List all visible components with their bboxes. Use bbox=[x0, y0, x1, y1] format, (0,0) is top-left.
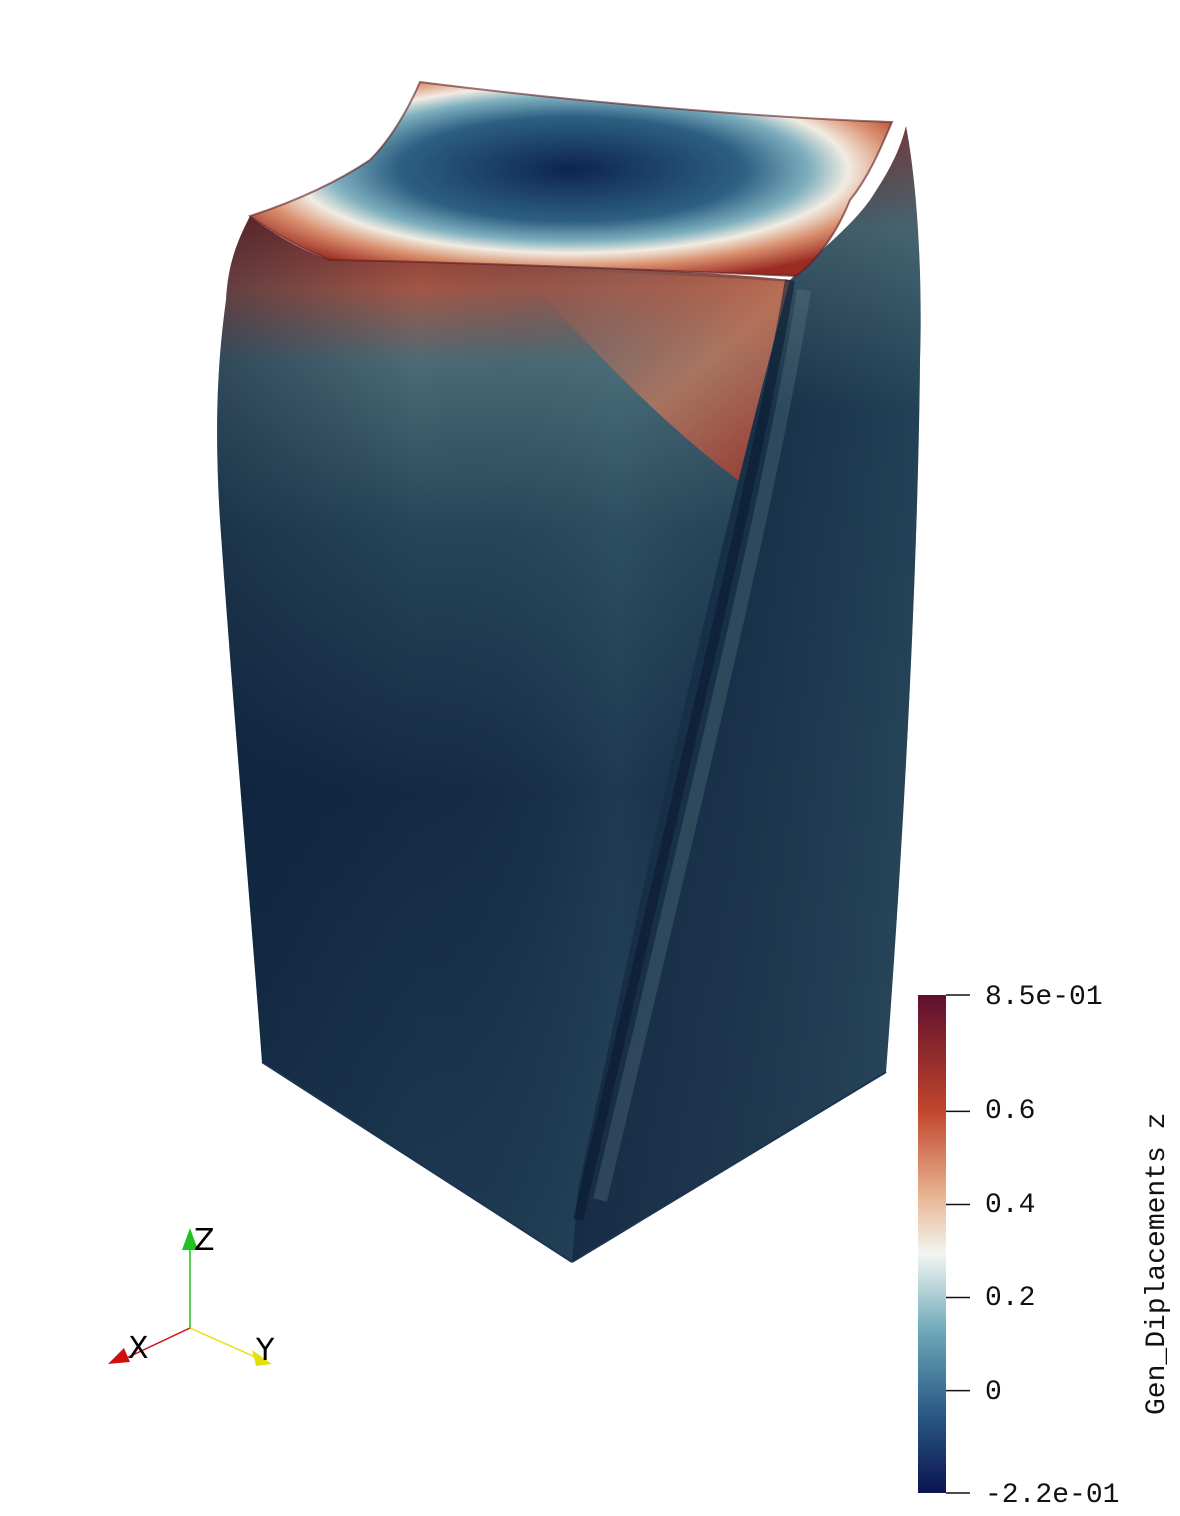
colorbar-tick-label: 0.4 bbox=[985, 1190, 1035, 1221]
warm-band bbox=[520, 270, 792, 490]
colorbar-legend[interactable]: 8.5e-01 0.6 0.4 0.2 0 -2.2e-01 Gen_Dipla… bbox=[918, 982, 1173, 1511]
z-axis-arrow-icon bbox=[182, 1228, 198, 1250]
colorbar-min-label: -2.2e-01 bbox=[985, 1480, 1119, 1511]
x-axis-line bbox=[121, 1327, 191, 1361]
x-axis-label: X bbox=[128, 1331, 149, 1366]
colorbar-tick-label: 0.6 bbox=[985, 1096, 1035, 1127]
y-axis-label: Y bbox=[255, 1333, 275, 1368]
twist-seam bbox=[573, 279, 795, 1222]
colorbar-title: Gen_Diplacements z bbox=[1142, 1113, 1173, 1415]
bottom-left-edge bbox=[261, 1061, 573, 1263]
colorbar-tick-label: 0.2 bbox=[985, 1283, 1035, 1314]
top-face-rim bbox=[247, 80, 894, 278]
twist-seam-highlight bbox=[593, 288, 811, 1202]
colorbar-gradient bbox=[918, 995, 946, 1493]
y-axis-arrow-icon bbox=[252, 1350, 272, 1366]
colorbar-ticks bbox=[946, 994, 970, 1494]
deformed-block-model[interactable] bbox=[217, 80, 921, 1263]
top-face bbox=[250, 82, 892, 276]
z-axis-label: Z bbox=[194, 1223, 215, 1258]
y-axis-line bbox=[189, 1327, 263, 1361]
x-axis-arrow-icon bbox=[108, 1348, 130, 1364]
colorbar-tick-label: 0 bbox=[985, 1377, 1002, 1408]
orientation-axes-widget[interactable]: Z X Y bbox=[108, 1223, 275, 1368]
left-face-shading bbox=[217, 216, 791, 1262]
right-face-shading bbox=[572, 126, 921, 1262]
colorbar-max-label: 8.5e-01 bbox=[985, 982, 1103, 1013]
bottom-right-edge bbox=[571, 1071, 887, 1263]
